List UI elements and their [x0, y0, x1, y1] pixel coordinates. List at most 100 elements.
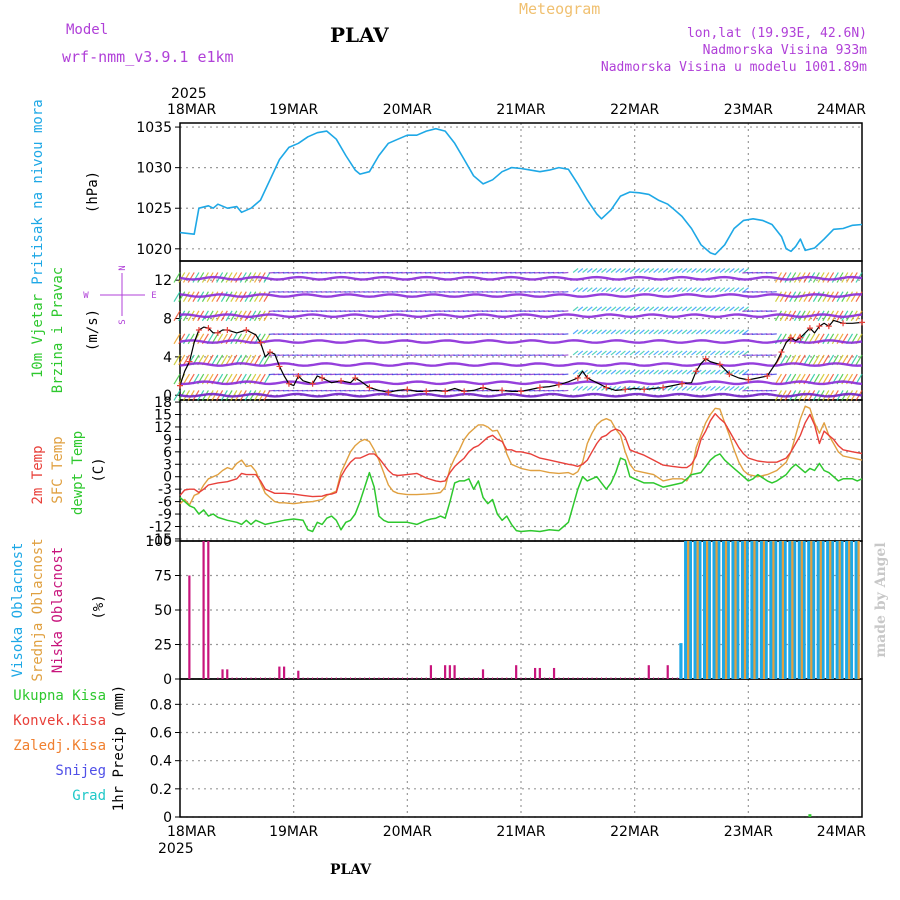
elevation-label: Nadmorska Visina 933m [703, 43, 868, 58]
gust-marker [442, 388, 449, 395]
wind-arrow [846, 291, 854, 302]
high-cloud-bar [726, 541, 730, 679]
cloud-y-tick-label: 25 [154, 638, 172, 654]
cloud-baseline-tick [383, 677, 385, 679]
wind-arrow [705, 385, 712, 391]
wind-arrow [596, 268, 603, 273]
cloud-baseline-tick [402, 677, 404, 679]
wind-arrow [733, 369, 740, 375]
cloud-ylabel-mid: Srednja Oblacnost [30, 538, 46, 681]
cloud-baseline-tick [435, 677, 437, 679]
wind-arrow [601, 329, 607, 335]
gust-marker [177, 382, 183, 389]
wind-arrow [738, 287, 745, 293]
wind-arrow [672, 369, 678, 375]
wind-arrow [719, 385, 726, 391]
wind-arrow [710, 306, 716, 312]
wind-y-tick-label: 8 [163, 312, 172, 328]
temperature-y-tick-label: 3 [163, 457, 172, 473]
wind-arrow [225, 333, 233, 345]
wind-arrow [643, 369, 650, 375]
date-label-bottom: 21MAR [496, 824, 545, 840]
wind-arrow [582, 369, 588, 375]
cloud-baseline-tick [421, 677, 423, 679]
low-cloud-bar [188, 575, 191, 679]
temperature-y-tick-label: 18 [154, 395, 172, 411]
cloud-baseline-tick [255, 677, 257, 679]
cloud-baseline-tick [288, 677, 290, 679]
cloud-baseline-tick [676, 677, 678, 679]
wind-arrow [657, 369, 664, 375]
wind-arrow [733, 306, 740, 312]
gust-marker [266, 349, 273, 356]
wind-arrow [672, 287, 678, 293]
wind-arrow [770, 354, 777, 357]
wind-arrow [691, 306, 697, 312]
cloud-y-tick-label: 100 [145, 534, 172, 550]
precip-ylabel-unit: 1hr Precip (mm) [111, 685, 127, 811]
wind-ylabel-unit: (m/s) [85, 309, 101, 351]
gust-marker [338, 377, 345, 384]
wind-arrow [173, 354, 181, 366]
wind-arrow [817, 310, 825, 322]
wind-arrow [620, 329, 626, 335]
mid-cloud-bar [696, 541, 699, 679]
wind-speed-line [179, 319, 863, 393]
wind-arrow [662, 306, 669, 312]
gust-marker [859, 319, 865, 326]
wind-arrow [743, 287, 749, 293]
mid-cloud-bar [800, 541, 803, 679]
gust-marker [499, 387, 506, 394]
cloud-baseline-tick [525, 677, 527, 679]
high-cloud-bar [731, 541, 735, 679]
date-label-bottom: 23MAR [724, 824, 773, 840]
wind-arrow [719, 268, 726, 273]
wind-frame [179, 260, 863, 401]
cloud-baseline-tick [601, 677, 603, 679]
wind-arrow [629, 350, 636, 356]
wind-arrow [714, 369, 721, 375]
cloud-baseline-tick [619, 677, 621, 679]
wind-arrow [577, 287, 584, 293]
date-label-bottom: 24MAR [817, 824, 866, 840]
cloud-baseline-tick [260, 677, 262, 679]
wind-speed-band [179, 275, 863, 281]
low-cloud-bar [202, 541, 205, 679]
cloud-baseline-tick [411, 677, 413, 679]
low-cloud-bar [429, 665, 433, 679]
wind-arrow [596, 385, 603, 391]
cloud-baseline-tick [264, 677, 266, 679]
wind-arrow [822, 272, 830, 283]
wind-arrow [582, 329, 588, 335]
wind-arrow [695, 268, 702, 273]
wind-arrow [700, 306, 707, 312]
cloud-baseline-tick [269, 677, 271, 679]
temperature-y-tick-label: 0 [163, 470, 172, 486]
wind-arrow [178, 354, 186, 366]
high-cloud-bar [845, 541, 849, 679]
gust-marker [555, 381, 562, 388]
wind-arrow [729, 329, 735, 335]
high-cloud-bar [764, 541, 768, 679]
lonlat-label: lon,lat (19.93E, 42.6N) [687, 26, 867, 41]
wind-arrow [173, 272, 181, 283]
cloud-baseline-tick [624, 677, 626, 679]
wind-arrow [225, 291, 233, 302]
wind-arrow [691, 268, 697, 273]
wind-arrow [733, 350, 740, 356]
cloud-baseline-tick [567, 677, 569, 679]
wind-arrow [582, 306, 588, 312]
wind-arrow [639, 306, 645, 312]
wind-arrow [779, 272, 787, 283]
wind-arrow [733, 268, 740, 273]
wind-arrow [178, 291, 186, 302]
date-label-bottom: 18MAR [167, 824, 216, 840]
wind-arrow [173, 333, 181, 345]
cloud-baseline-tick [335, 677, 337, 679]
wind-y-tick-label: 4 [163, 350, 172, 366]
gust-marker [778, 349, 785, 356]
high-cloud-bar [679, 643, 683, 679]
wind-arrow [586, 385, 593, 391]
wind-arrow [586, 329, 593, 335]
wind-arrow [634, 306, 641, 312]
